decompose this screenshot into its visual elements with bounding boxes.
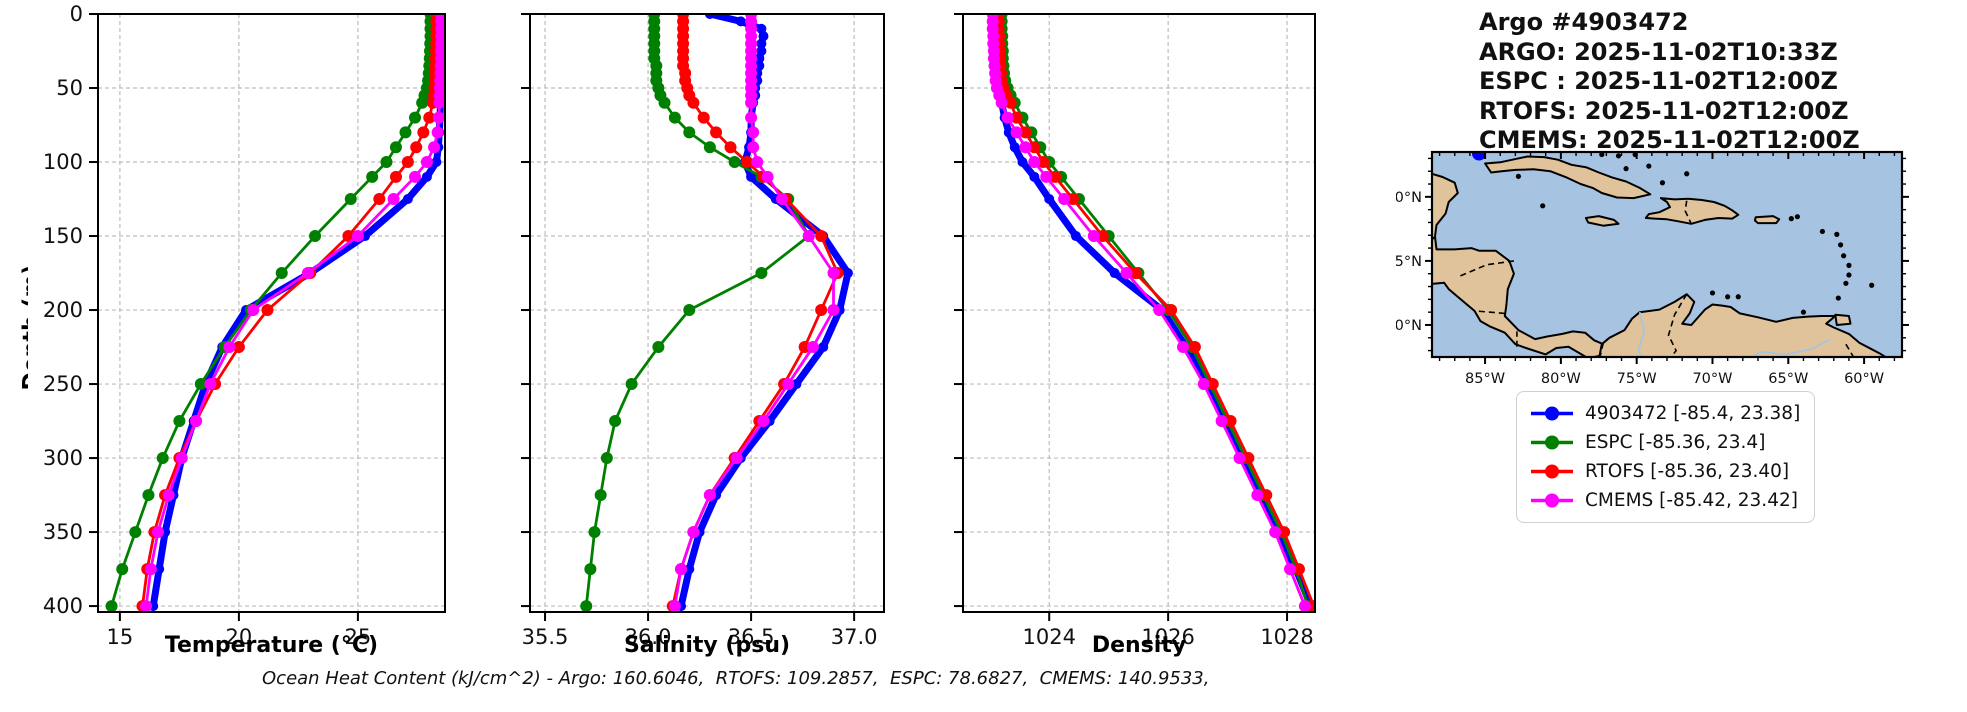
series-cmems-line — [668, 8, 840, 613]
map-lon-label: 60°W — [1844, 371, 1884, 387]
legend-item: ESPC [-85.36, 23.4] — [1529, 428, 1800, 457]
legend-label: RTOFS [-85.36, 23.40] — [1585, 461, 1790, 482]
float-position-marker — [1472, 152, 1486, 161]
info-line: CMEMS: 2025-11-02T12:00Z — [1479, 126, 1860, 154]
legend-label: CMEMS [-85.42, 23.42] — [1585, 490, 1798, 511]
legend-label: 4903472 [-85.4, 23.38] — [1585, 403, 1801, 424]
map-lon-label: 85°W — [1465, 371, 1505, 387]
map-landmasses — [1432, 152, 1888, 357]
legend: 4903472 [-85.4, 23.38] ESPC [-85.36, 23.4… — [1516, 391, 1816, 523]
chart-canvas: 35.5 36.0 36.5 37.0 — [460, 0, 954, 682]
depth-tick-label: 200 — [43, 298, 83, 322]
x-tick-label: 1028 — [1260, 625, 1313, 649]
depth-tick-label: 150 — [43, 224, 83, 248]
legend-item: 4903472 [-85.4, 23.38] — [1529, 399, 1800, 428]
caribbean-location-map: 85°W 80°W 75°W 70°W 65°W 60°W 20°N 15°N 10°N — [1396, 150, 1912, 389]
info-line: ESPC : 2025-11-02T12:00Z — [1479, 67, 1838, 95]
depth-tick-label: 50 — [56, 76, 83, 100]
map-canvas: 85°W 80°W 75°W 70°W 65°W 60°W 20°N 15°N 10°N — [1396, 150, 1909, 387]
legend-marker-argo — [1531, 406, 1573, 421]
depth-tick-label: 400 — [43, 594, 83, 618]
info-line: RTOFS: 2025-11-02T12:00Z — [1479, 96, 1849, 125]
map-lon-label: 65°W — [1768, 371, 1808, 387]
depth-tick-label: 0 — [70, 2, 83, 26]
map-lat-label: 10°N — [1396, 318, 1422, 334]
map-lon-label: 80°W — [1541, 371, 1581, 387]
depth-tick-label: 300 — [43, 446, 83, 470]
x-tick-label: 37.0 — [831, 625, 878, 649]
x-tick-label: 20 — [226, 625, 253, 649]
map-lon-label: 70°W — [1692, 371, 1732, 387]
legend-label: ESPC [-85.36, 23.4] — [1585, 432, 1766, 453]
legend-item: RTOFS [-85.36, 23.40] — [1529, 457, 1800, 486]
x-tick-label: 25 — [345, 625, 372, 649]
map-lon-label: 75°W — [1617, 371, 1657, 387]
legend-marker-rtofs — [1531, 464, 1573, 479]
series-espc-line — [105, 8, 437, 613]
info-line: Argo #4903472 — [1479, 8, 1689, 36]
map-lat-label: 15°N — [1396, 254, 1422, 270]
density-axis-label: Density — [1091, 633, 1187, 658]
x-tick-label: 1026 — [1141, 625, 1194, 649]
x-tick-label: 15 — [107, 625, 134, 649]
ocean-heat-content-note: Ocean Heat Content (kJ/cm^2) - Argo: 160… — [262, 668, 1210, 689]
legend-item: CMEMS [-85.42, 23.42] — [1529, 486, 1800, 515]
x-tick-label: 1024 — [1022, 625, 1075, 649]
x-tick-label: 36.0 — [625, 625, 672, 649]
float-info-block: Argo #4903472 ARGO: 2025-11-02T10:33Z ESPC… — [1479, 8, 1860, 156]
depth-tick-label: 100 — [43, 150, 83, 174]
depth-tick-label: 250 — [43, 372, 83, 396]
salinity-axis-label: Salinity (psu) — [623, 633, 791, 658]
info-line: ARGO: 2025-11-02T10:33Z — [1479, 37, 1838, 66]
legend-marker-espc — [1531, 435, 1573, 450]
series-cmems-line — [986, 8, 1311, 613]
legend-marker-cmems — [1531, 493, 1573, 508]
x-tick-label: 35.5 — [522, 625, 569, 649]
chart-canvas: 1024 1026 1028 — [893, 0, 1385, 682]
map-lat-label: 20°N — [1396, 190, 1422, 206]
x-tick-label: 36.5 — [728, 625, 775, 649]
depth-tick-label: 350 — [43, 520, 83, 544]
temperature-axis-label: Temperature (°C) — [164, 633, 379, 658]
